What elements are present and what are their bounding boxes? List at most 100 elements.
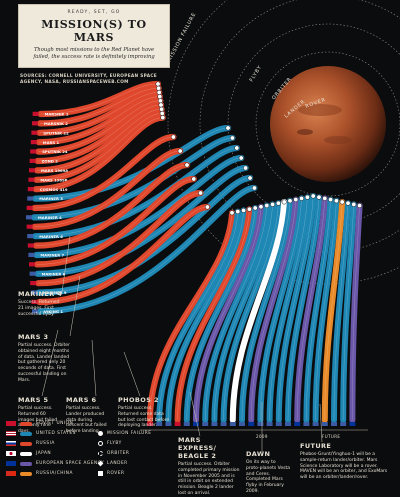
ribbon-highlight xyxy=(36,157,242,256)
mission-endpoint xyxy=(287,198,293,204)
timeline-2009-label: 2009 xyxy=(256,434,268,439)
ribbon-highlight xyxy=(333,203,349,421)
mission-ribbon xyxy=(285,194,322,423)
mission-endpoint xyxy=(316,194,322,200)
mars-planet xyxy=(270,66,386,182)
annotation-text: Partial success. Returned some data but … xyxy=(118,406,170,429)
russia-china-flag-icon xyxy=(6,471,16,476)
mission-flag-icon xyxy=(257,422,264,426)
ribbon-highlight xyxy=(39,187,255,312)
mission-flag-icon xyxy=(156,422,163,426)
legend-lander: LANDER xyxy=(97,460,128,467)
mission-ribbon xyxy=(147,209,235,423)
mission-flag-icon xyxy=(27,196,34,201)
ribbon-highlight xyxy=(39,92,160,133)
mission-flag-icon xyxy=(303,422,310,426)
violet-swatch xyxy=(20,461,32,466)
mission-ribbon xyxy=(349,202,363,423)
ribbon-highlight xyxy=(37,104,162,162)
mission-flag-icon xyxy=(32,309,38,314)
annotation-mariner-4: MARINER 4 Success. Returned 21 images. F… xyxy=(18,290,64,317)
mission-endpoint xyxy=(160,115,166,121)
legend-label: RUSSIA xyxy=(36,441,55,446)
legend-russia-china: RUSSIA/CHINA xyxy=(6,470,73,477)
ribbon-highlight xyxy=(149,212,233,421)
legend-label: EUROPEAN SPACE AGENCY xyxy=(36,461,105,466)
mission-flag-icon xyxy=(26,224,33,229)
mission-endpoint xyxy=(251,185,257,191)
mission-flag-icon xyxy=(248,422,255,426)
annotation-leader xyxy=(41,329,59,397)
timeline-future-label: FUTURE xyxy=(322,434,341,439)
legend-orbiter: ORBITER xyxy=(98,450,129,457)
ribbon-highlight xyxy=(306,199,331,421)
mission-endpoint xyxy=(357,203,363,209)
mission-endpoint xyxy=(157,98,163,104)
mission-ribbon xyxy=(35,97,164,155)
mission-flag-icon xyxy=(28,177,35,182)
mission-ribbon xyxy=(229,199,288,423)
ribbon-highlight xyxy=(39,206,208,303)
annotation-mars-express: MARS EXPRESS/ BEAGLE 2 Partial success. … xyxy=(178,436,240,497)
mission-flag-icon xyxy=(312,422,319,426)
mission-endpoint xyxy=(304,194,310,200)
mission-flag-icon xyxy=(285,422,291,426)
mission-label: MARINER 4 xyxy=(38,215,62,220)
annotation-text: Phobos-Grunt/Yinghuo-1 will be a sample-… xyxy=(300,452,388,481)
legend-label: JAPAN xyxy=(36,451,52,456)
mission-endpoint xyxy=(234,145,240,151)
mission-flag-icon xyxy=(27,243,34,248)
mission-label: MARINER 9 xyxy=(43,290,67,295)
annotation-dawn: DAWN On its way to proto-planets Vesta a… xyxy=(246,450,290,495)
mission-ribbon xyxy=(31,133,177,212)
legend-esa: EUROPEAN SPACE AGENCY xyxy=(6,460,104,467)
mission-label: SPUTNIK 24 xyxy=(42,149,68,154)
mission-ribbon xyxy=(35,93,163,146)
annotation-mars-3: MARS 3 Partial success. Orbiter obtained… xyxy=(18,333,72,384)
annotation-text: Partial success. Orbiter obtained eight … xyxy=(18,343,70,383)
mission-label: MARINER 7 xyxy=(40,253,64,258)
white-swatch xyxy=(20,451,32,456)
mission-ribbon xyxy=(303,196,334,423)
annotation-title: PHOBOS 2 xyxy=(118,396,159,404)
russia-flag-icon xyxy=(6,441,16,446)
ribbon-highlight xyxy=(38,177,251,293)
mission-ribbon xyxy=(35,174,254,296)
mission-ribbon xyxy=(36,85,162,127)
annotation-title: MARS 5 xyxy=(18,396,49,404)
mission-label: MARINER 6 xyxy=(39,234,63,239)
mission-endpoint xyxy=(170,134,176,140)
ribbon-highlight xyxy=(39,88,159,124)
annotation-leader xyxy=(123,351,141,397)
mission-flag-icon xyxy=(27,187,34,192)
ribbon-highlight xyxy=(40,83,159,115)
legend-flyby: FLYBY xyxy=(98,440,122,447)
lander-icon xyxy=(97,460,104,467)
mission-ribbon xyxy=(36,89,163,136)
mission-label: MARINER 8 xyxy=(42,271,66,276)
annotation-future: FUTURE Phobos-Grunt/Yinghuo-1 will be a … xyxy=(300,442,394,481)
legend-label: ORBITER xyxy=(107,451,130,456)
mission-ribbon xyxy=(34,164,249,277)
mission-flag-icon xyxy=(211,422,218,426)
legend-united-states: UNITED STATES xyxy=(6,430,76,437)
ribbon-highlight xyxy=(214,204,273,421)
orbiter-icon xyxy=(98,451,103,456)
ribbon-highlight xyxy=(38,192,201,284)
ribbon-highlight xyxy=(324,201,343,421)
mission-endpoint xyxy=(281,199,287,205)
mission-ribbon xyxy=(248,196,299,423)
mission-flag-icon xyxy=(193,422,199,426)
legend-label: LANDER xyxy=(107,461,128,466)
legend-label: SOVIET UNION xyxy=(36,421,74,426)
ribbon-highlight xyxy=(223,203,279,421)
flyby-icon xyxy=(98,441,103,446)
mission-endpoint xyxy=(339,199,345,205)
mission-ribbon xyxy=(275,193,317,423)
mission-endpoint xyxy=(243,165,249,171)
rover-icon xyxy=(98,471,103,476)
mission-flag-icon xyxy=(26,205,33,210)
mission-ribbon xyxy=(32,114,166,193)
mission-endpoint xyxy=(156,89,162,95)
mission-endpoint xyxy=(238,155,244,161)
